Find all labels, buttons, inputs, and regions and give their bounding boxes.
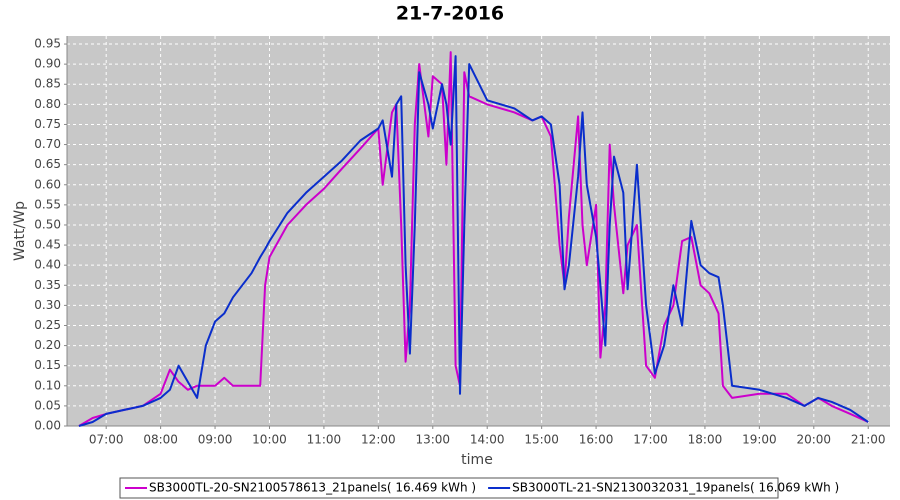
series-line (78, 55, 869, 427)
legend-label: SB3000TL-21-SN2130032031_19panels( 16.06… (512, 481, 839, 495)
y-tick-label: 0.30 (34, 298, 61, 312)
y-tick-label: 0.05 (34, 398, 61, 412)
y-tick-label: 0.40 (34, 258, 61, 272)
y-tick-label: 0.70 (34, 137, 61, 151)
y-tick-label: 0.85 (34, 77, 61, 91)
y-tick-label: 0.50 (34, 217, 61, 231)
legend (119, 477, 779, 499)
y-axis-label: Watt/Wp (12, 201, 28, 261)
x-tick-label: 11:00 (307, 433, 342, 447)
x-tick-label: 09:00 (198, 433, 233, 447)
chart-title: 21-7-2016 (396, 3, 504, 25)
plot-area (67, 36, 890, 426)
y-tick-label: 0.35 (34, 278, 61, 292)
y-tick-label: 0.90 (34, 57, 61, 71)
y-tick-label: 0.55 (34, 197, 61, 211)
y-tick-label: 0.80 (34, 97, 61, 111)
x-tick-label: 16:00 (579, 433, 614, 447)
x-axis-label: time (461, 452, 493, 468)
x-tick-label: 10:00 (252, 433, 287, 447)
x-tick-label: 14:00 (470, 433, 505, 447)
x-tick-label: 17:00 (633, 433, 668, 447)
x-tick-label: 21:00 (851, 433, 886, 447)
y-tick-label: 0.20 (34, 338, 61, 352)
x-tick-label: 08:00 (143, 433, 178, 447)
x-tick-label: 20:00 (796, 433, 831, 447)
x-tick-label: 07:00 (89, 433, 124, 447)
x-tick-label: 15:00 (524, 433, 559, 447)
x-tick-label: 18:00 (688, 433, 723, 447)
x-tick-label: 19:00 (742, 433, 777, 447)
x-tick-label: 12:00 (361, 433, 396, 447)
y-tick-label: 0.95 (34, 37, 61, 51)
y-tick-label: 0.75 (34, 117, 61, 131)
legend-label: SB3000TL-20-SN2100578613_21panels( 16.46… (149, 481, 476, 495)
y-tick-label: 0.45 (34, 238, 61, 252)
y-tick-label: 0.15 (34, 358, 61, 372)
y-tick-label: 0.10 (34, 378, 61, 392)
y-tick-label: 0.60 (34, 177, 61, 191)
x-tick-label: 13:00 (415, 433, 450, 447)
y-tick-label: 0.65 (34, 157, 61, 171)
y-tick-label: 0.00 (34, 419, 61, 433)
series-line (78, 51, 869, 427)
y-tick-label: 0.25 (34, 318, 61, 332)
